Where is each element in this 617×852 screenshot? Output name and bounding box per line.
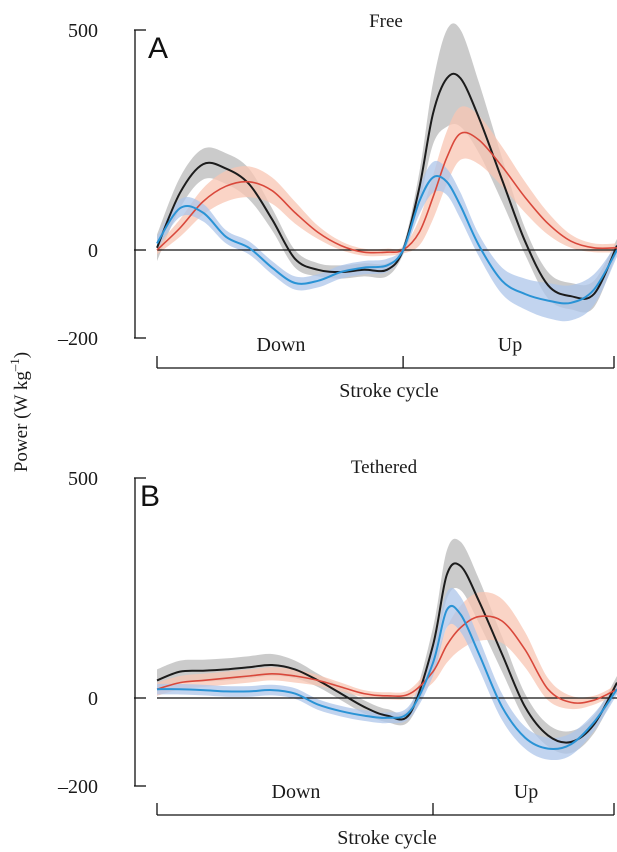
y-tick-label-tethered: –200 <box>57 776 98 798</box>
y-tick-label-free: 0 <box>88 240 98 262</box>
x-axis-tethered <box>157 803 614 815</box>
panel-free: Free A 500 0 –200 Down Up Stroke cycle <box>57 11 617 402</box>
phase-label-down-free: Down <box>257 334 306 356</box>
y-tick-label-free: –200 <box>57 328 98 350</box>
phase-label-down-tethered: Down <box>272 781 321 803</box>
panel-letter-a: A <box>148 32 168 65</box>
y-axis-label-main: Power (W kg <box>11 371 32 472</box>
x-axis-free <box>157 356 614 368</box>
confidence-bands-free <box>157 23 617 321</box>
y-tick-label-free: 500 <box>68 20 98 42</box>
y-axis-tethered: 500 0 –200 <box>57 468 146 798</box>
x-axis-label-tethered: Stroke cycle <box>337 827 437 849</box>
x-axis-label-free: Stroke cycle <box>339 380 439 402</box>
phase-label-up-free: Up <box>498 334 522 356</box>
y-tick-label-tethered: 500 <box>68 468 98 490</box>
y-tick-label-tethered: 0 <box>88 688 98 710</box>
y-axis-label: Power (W kg–1) <box>7 352 32 472</box>
y-axis-free: 500 0 –200 <box>57 20 146 350</box>
y-axis-label-close: ) <box>11 352 32 358</box>
phase-label-up-tethered: Up <box>514 781 538 803</box>
y-axis-label-sup: –1 <box>7 358 22 372</box>
black-line-tethered <box>157 563 617 742</box>
panel-title-free: Free <box>369 11 403 32</box>
panel-title-tethered: Tethered <box>351 457 418 478</box>
confidence-bands-tethered <box>157 539 617 760</box>
panel-letter-b: B <box>140 480 160 513</box>
panel-tethered: Tethered B 500 0 –200 Down Up Stroke cycle <box>57 457 617 849</box>
